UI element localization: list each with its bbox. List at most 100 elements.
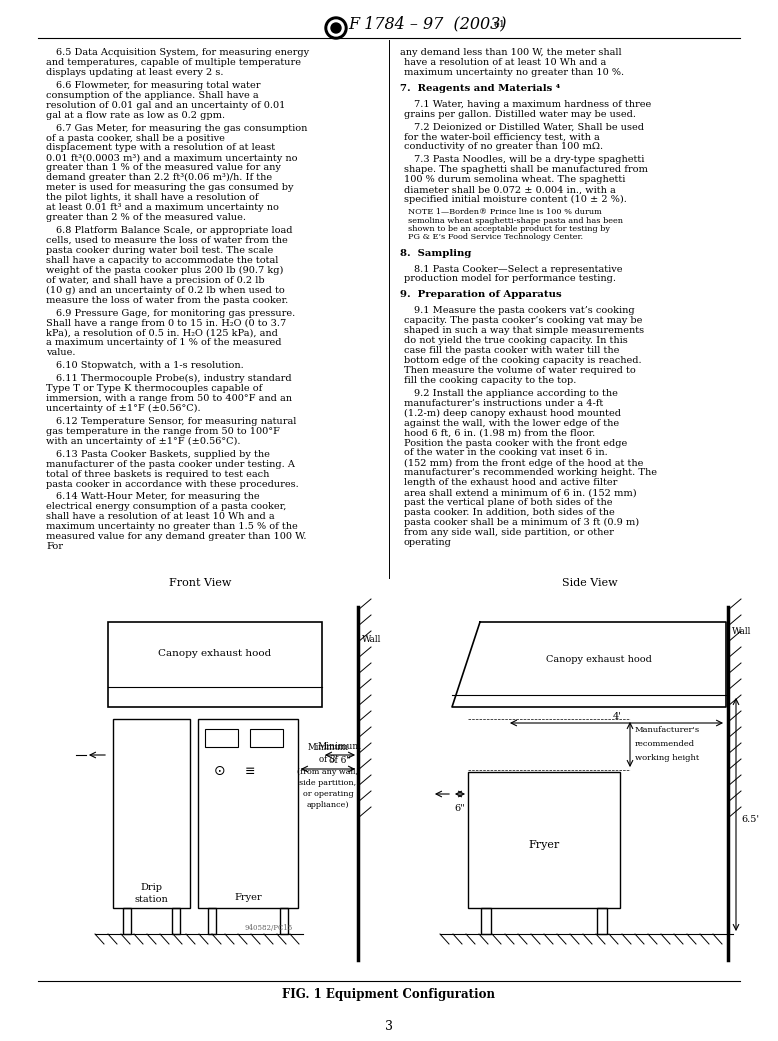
Bar [326,22,329,25]
Bar [343,31,345,34]
Text: hood 6 ft, 6 in. (1.98 m) from the floor.: hood 6 ft, 6 in. (1.98 m) from the floor… [404,429,595,437]
Text: 7.  Reagents and Materials ⁴: 7. Reagents and Materials ⁴ [400,84,560,93]
Text: operating: operating [404,538,452,547]
Text: 7.2 Deionized or Distilled Water, Shall be used: 7.2 Deionized or Distilled Water, Shall … [414,123,644,131]
Text: 8.1 Pasta Cooker—Select a representative: 8.1 Pasta Cooker—Select a representative [414,264,622,274]
Text: value.: value. [46,349,75,357]
Text: 9.1 Measure the pasta cookers vat’s cooking: 9.1 Measure the pasta cookers vat’s cook… [414,306,635,315]
Text: from any side wall, side partition, or other: from any side wall, side partition, or o… [404,528,614,537]
Text: diameter shall be 0.072 ± 0.004 in., with a: diameter shall be 0.072 ± 0.004 in., wit… [404,185,615,195]
Text: kPa), a resolution of 0.5 in. H₂O (125 kPa), and: kPa), a resolution of 0.5 in. H₂O (125 k… [46,328,278,337]
Text: 6.6 Flowmeter, for measuring total water: 6.6 Flowmeter, for measuring total water [56,81,261,90]
Circle shape [331,23,341,33]
Text: 6.5': 6.5' [741,815,759,824]
Text: of 3': of 3' [319,755,338,763]
Text: F 1784 – 97  (2003): F 1784 – 97 (2003) [348,16,506,32]
Text: at least 0.01 ft³ and a maximum uncertainty no: at least 0.01 ft³ and a maximum uncertai… [46,203,279,212]
Bar [172,908,180,934]
Text: 6.12 Temperature Sensor, for measuring natural: 6.12 Temperature Sensor, for measuring n… [56,416,296,426]
Text: station: station [134,895,168,905]
Text: 100 % durum semolina wheat. The spaghetti: 100 % durum semolina wheat. The spaghett… [404,175,626,184]
Bar [330,19,333,21]
Text: 6": 6" [454,804,465,813]
Text: case fill the pasta cooker with water till the: case fill the pasta cooker with water ti… [404,346,619,355]
Text: recommended: recommended [635,740,695,748]
Text: consumption of the appliance. Shall have a: consumption of the appliance. Shall have… [46,91,258,100]
Bar [344,26,347,29]
Text: Shall have a range from 0 to 15 in. H₂O (0 to 3.7: Shall have a range from 0 to 15 in. H₂O … [46,319,286,328]
Text: shall have a resolution of at least 10 Wh and a: shall have a resolution of at least 10 W… [46,512,275,522]
Text: grains per gallon. Distilled water may be used.: grains per gallon. Distilled water may b… [404,109,636,119]
Text: 3: 3 [385,1020,393,1033]
Text: 6.11 Thermocouple Probe(s), industry standard: 6.11 Thermocouple Probe(s), industry sta… [56,374,292,383]
Text: any demand less than 100 W, the meter shall: any demand less than 100 W, the meter sh… [400,48,622,57]
Text: past the vertical plane of both sides of the: past the vertical plane of both sides of… [404,499,612,507]
Text: greater than 1 % of the measured value for any: greater than 1 % of the measured value f… [46,163,281,173]
Text: (152 mm) from the front edge of the hood at the: (152 mm) from the front edge of the hood… [404,458,643,467]
Text: e1: e1 [494,20,506,29]
Text: of water, and shall have a precision of 0.2 lb: of water, and shall have a precision of … [46,276,265,284]
Bar [335,17,338,20]
Text: pasta cooker in accordance with these procedures.: pasta cooker in accordance with these pr… [46,480,299,488]
Text: greater than 2 % of the measured value.: greater than 2 % of the measured value. [46,213,246,222]
Text: ≡: ≡ [245,764,255,778]
Text: Minimum: Minimum [318,742,362,751]
Text: (1.2-m) deep canopy exhaust hood mounted: (1.2-m) deep canopy exhaust hood mounted [404,409,621,417]
Text: shape. The spaghetti shall be manufactured from: shape. The spaghetti shall be manufactur… [404,166,648,174]
Text: of the water in the cooking vat inset 6 in.: of the water in the cooking vat inset 6 … [404,449,608,457]
Text: production model for performance testing.: production model for performance testing… [404,275,616,283]
Text: 7.1 Water, having a maximum hardness of three: 7.1 Water, having a maximum hardness of … [414,100,651,108]
Text: Manufacturer's: Manufacturer's [635,726,700,734]
Text: PG & E’s Food Service Technology Center.: PG & E’s Food Service Technology Center. [408,233,584,242]
Text: or operating: or operating [303,790,353,798]
Text: appliance): appliance) [307,801,349,809]
Text: working height: working height [635,754,699,762]
Bar [326,31,329,34]
Text: weight of the pasta cooker plus 200 lb (90.7 kg): weight of the pasta cooker plus 200 lb (… [46,265,283,275]
Text: specified initial moisture content (10 ± 2 %).: specified initial moisture content (10 ±… [404,195,627,204]
Text: displacement type with a resolution of at least: displacement type with a resolution of a… [46,144,275,152]
Text: Fryer: Fryer [528,840,559,850]
Text: the pilot lights, it shall have a resolution of: the pilot lights, it shall have a resolu… [46,194,258,202]
Text: manufacturer of the pasta cooker under testing. A: manufacturer of the pasta cooker under t… [46,460,295,468]
Text: electrical energy consumption of a pasta cooker,: electrical energy consumption of a pasta… [46,503,286,511]
Text: do not yield the true cooking capacity. In this: do not yield the true cooking capacity. … [404,336,628,346]
Text: 4': 4' [612,712,622,721]
Text: a maximum uncertainty of 1 % of the measured: a maximum uncertainty of 1 % of the meas… [46,338,282,348]
Text: Minimum: Minimum [307,742,349,752]
Text: Wall: Wall [362,635,381,644]
Text: Side View: Side View [562,578,618,588]
Bar [339,19,342,21]
Bar [280,908,288,934]
Bar [335,36,338,39]
Bar [468,772,620,908]
Text: 0.01 ft³(0.0003 m³) and a maximum uncertainty no: 0.01 ft³(0.0003 m³) and a maximum uncert… [46,153,297,162]
Text: have a resolution of at least 10 Wh and a: have a resolution of at least 10 Wh and … [404,58,606,67]
Text: FIG. 1 Equipment Configuration: FIG. 1 Equipment Configuration [282,988,496,1001]
Text: of 6": of 6" [329,756,351,765]
Text: measured value for any demand greater than 100 W.: measured value for any demand greater th… [46,532,307,541]
Bar [198,719,298,908]
Text: 6.5 Data Acquisition System, for measuring energy: 6.5 Data Acquisition System, for measuri… [56,48,309,57]
Text: uncertainty of ±1°F (±0.56°C).: uncertainty of ±1°F (±0.56°C). [46,404,201,413]
Text: 6.9 Pressure Gage, for monitoring gas pressure.: 6.9 Pressure Gage, for monitoring gas pr… [56,308,295,318]
Bar [208,908,216,934]
Text: For: For [46,542,63,551]
Text: 7.3 Pasta Noodles, will be a dry-type spaghetti: 7.3 Pasta Noodles, will be a dry-type sp… [414,155,644,164]
Text: gal at a flow rate as low as 0.2 gpm.: gal at a flow rate as low as 0.2 gpm. [46,110,225,120]
Bar [108,623,322,707]
Text: Canopy exhaust hood: Canopy exhaust hood [546,656,652,664]
Bar [113,719,190,908]
Text: cells, used to measure the loss of water from the: cells, used to measure the loss of water… [46,236,288,245]
Text: Drip: Drip [140,884,162,892]
Text: semolina wheat spaghetti-shape pasta and has been: semolina wheat spaghetti-shape pasta and… [408,217,623,225]
Text: shown to be an acceptable product for testing by: shown to be an acceptable product for te… [408,225,610,233]
Text: 6.8 Platform Balance Scale, or appropriate load: 6.8 Platform Balance Scale, or appropria… [56,226,293,235]
Circle shape [325,17,347,39]
Text: maximum uncertainty no greater than 10 %.: maximum uncertainty no greater than 10 %… [404,68,624,77]
Text: shall have a capacity to accommodate the total: shall have a capacity to accommodate the… [46,256,279,264]
Text: Then measure the volume of water required to: Then measure the volume of water require… [404,366,636,375]
Text: 940582/PC15: 940582/PC15 [245,924,293,932]
Bar [343,22,345,25]
Text: 6.7 Gas Meter, for measuring the gas consumption: 6.7 Gas Meter, for measuring the gas con… [56,124,307,132]
